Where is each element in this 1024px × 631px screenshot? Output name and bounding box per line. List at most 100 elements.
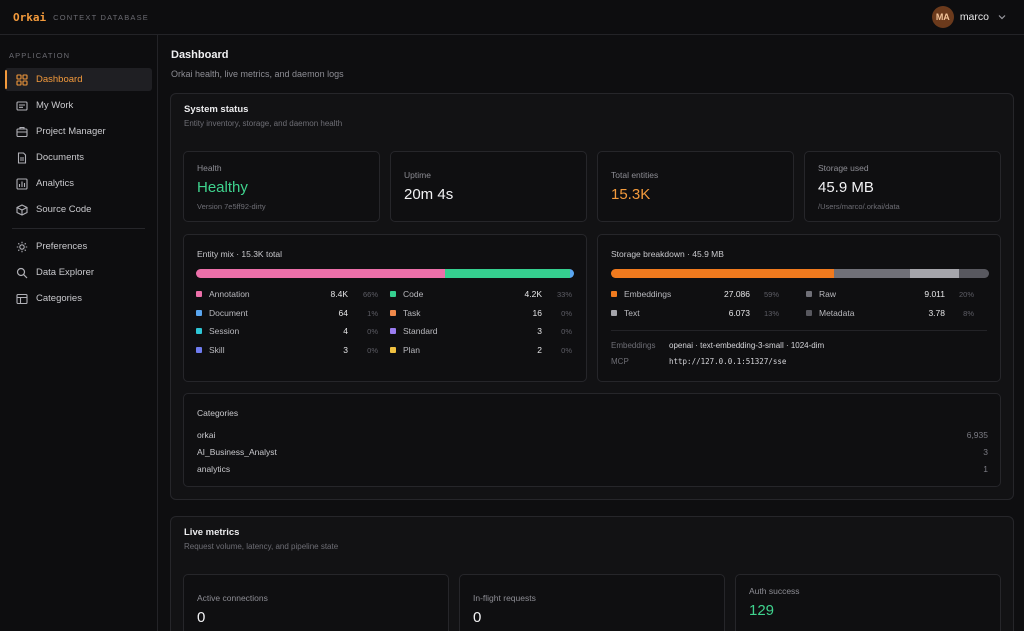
legend-label: Document <box>209 307 248 318</box>
inbox-icon <box>16 100 28 111</box>
active-connections-value: 0 <box>197 609 206 626</box>
legend-label: Task <box>403 307 421 318</box>
sidebar-item-my-work[interactable]: My Work <box>5 94 152 117</box>
in-flight-requests-card: In-flight requests 0 <box>459 574 725 631</box>
sidebar-item-label: Source Code <box>36 204 92 215</box>
legend-item-raw: Raw <box>806 289 836 299</box>
divider <box>611 330 987 331</box>
card-label: Storage used <box>818 163 869 173</box>
legend-value: 2 <box>537 344 542 355</box>
sidebar-item-label: Preferences <box>36 241 88 252</box>
sidebar-item-source-code[interactable]: Source Code <box>5 198 152 221</box>
sidebar-item-label: Analytics <box>36 178 75 189</box>
briefcase-icon <box>16 126 28 137</box>
legend-item-standard: Standard <box>390 326 438 336</box>
panel-title: System status <box>184 104 249 115</box>
entity-mix-bar <box>196 269 574 278</box>
app-logo[interactable]: Orkai <box>13 10 47 24</box>
top-bar: Orkai CONTEXT DATABASE MA marco <box>0 0 1024 35</box>
sidebar-item-label: Project Manager <box>36 126 106 137</box>
bar-segment-text <box>909 269 959 278</box>
legend-label: Code <box>403 289 424 299</box>
legend-swatch <box>806 291 812 297</box>
search-icon <box>16 267 28 278</box>
card-label: Active connections <box>197 593 268 603</box>
legend-value: 4.2K <box>524 289 543 299</box>
panel-subtitle: Entity inventory, storage, and daemon he… <box>184 119 343 128</box>
health-card: Health Healthy Version 7e5ff92-dirty <box>183 151 380 222</box>
legend-label: Metadata <box>819 307 855 318</box>
legend-percent: 0% <box>367 327 378 336</box>
legend-percent: 0% <box>561 345 572 355</box>
mcp-url[interactable]: http://127.0.0.1:51327/sse <box>669 357 787 366</box>
legend-percent: 8% <box>963 308 974 318</box>
legend-value: 6.073 <box>728 307 750 318</box>
legend-swatch <box>196 291 202 297</box>
legend-item-plan: Plan <box>390 345 420 355</box>
legend-item-embeddings: Embeddings <box>611 289 671 299</box>
bar-segment-annotation <box>196 269 446 278</box>
sidebar-divider <box>12 228 145 229</box>
legend-swatch <box>196 309 202 316</box>
category-count: 6,935 <box>966 430 988 440</box>
uptime-card: Uptime 20m 4s <box>390 151 587 222</box>
sidebar-item-project-manager[interactable]: Project Manager <box>5 120 152 143</box>
legend-item-session: Session <box>196 326 239 336</box>
legend-item-metadata: Metadata <box>806 308 854 318</box>
storage-path: /Users/marco/.orkai/data <box>818 202 900 211</box>
category-count: 1 <box>983 464 988 474</box>
legend-item-text: Text <box>611 308 640 318</box>
sidebar-item-dashboard[interactable]: Dashboard <box>5 68 152 91</box>
legend-label: Text <box>624 307 640 318</box>
system-status-panel: System status Entity inventory, storage,… <box>170 93 1014 500</box>
embeddings-model: openai · text-embedding-3-small · 1024-d… <box>669 341 825 350</box>
avatar[interactable]: MA <box>931 6 954 28</box>
category-count: 3 <box>983 447 988 457</box>
legend-label: Embeddings <box>624 289 672 299</box>
sidebar-item-preferences[interactable]: Preferences <box>5 235 152 258</box>
legend-swatch <box>390 291 396 297</box>
legend-swatch <box>611 291 617 297</box>
storage-used-value: 45.9 MB <box>818 179 874 196</box>
legend-value: 16 <box>532 307 542 318</box>
total-entities-card: Total entities 15.3K <box>597 151 794 222</box>
legend-value: 64 <box>338 307 348 318</box>
legend-label: Standard <box>403 326 438 336</box>
legend-label: Plan <box>403 344 421 355</box>
sidebar-item-analytics[interactable]: Analytics <box>5 172 152 195</box>
legend-value: 9.011 <box>924 289 945 299</box>
category-name: orkai <box>197 430 216 440</box>
category-name: AI_Business_Analyst <box>197 447 277 457</box>
username[interactable]: marco <box>959 11 989 23</box>
panel-title: Live metrics <box>184 527 240 538</box>
category-row[interactable]: AI_Business_Analyst 3 <box>197 447 988 457</box>
sidebar-item-data-explorer[interactable]: Data Explorer <box>5 261 152 284</box>
legend-swatch <box>806 309 812 316</box>
sidebar-item-label: Data Explorer <box>36 267 95 278</box>
live-metrics-panel: Live metrics Request volume, latency, an… <box>170 516 1014 631</box>
health-status: Healthy <box>197 179 248 196</box>
legend-percent: 20% <box>958 290 974 299</box>
embeddings-label: Embeddings <box>611 341 656 350</box>
legend-value: 3 <box>343 344 348 355</box>
category-row[interactable]: analytics 1 <box>197 464 988 474</box>
chevron-down-icon[interactable] <box>997 12 1007 22</box>
legend-swatch <box>196 346 202 353</box>
legend-percent: 33% <box>556 290 572 299</box>
legend-item-code: Code <box>390 289 423 299</box>
sidebar-item-categories[interactable]: Categories <box>5 287 152 310</box>
entity-mix-card: Entity mix · 15.3K total Annotation 8.4K 6… <box>183 234 587 382</box>
mcp-label: MCP <box>611 357 629 366</box>
bar-segment-raw <box>834 269 910 278</box>
legend-value: 27.086 <box>724 289 750 299</box>
sidebar-item-documents[interactable]: Documents <box>5 146 152 169</box>
legend-swatch <box>196 328 202 334</box>
sidebar: APPLICATION Dashboard My Work Project Ma… <box>0 35 158 631</box>
user-menu[interactable]: MA marco <box>931 6 1007 28</box>
table-icon <box>16 293 28 304</box>
category-row[interactable]: orkai 6,935 <box>197 430 988 440</box>
version-text: Version 7e5ff92-dirty <box>197 202 266 211</box>
legend-value: 3 <box>537 326 542 336</box>
card-label: Uptime <box>404 170 431 180</box>
panel-subtitle: Request volume, latency, and pipeline st… <box>184 542 339 551</box>
